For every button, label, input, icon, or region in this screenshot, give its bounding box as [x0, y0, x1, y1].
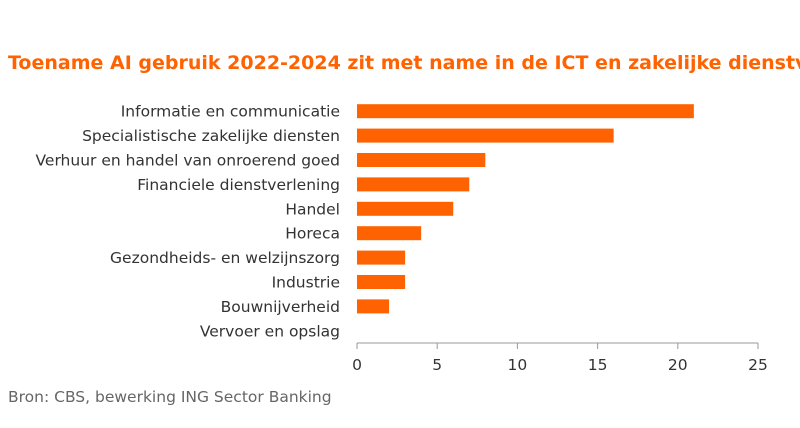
- x-tick-label: 20: [668, 356, 688, 374]
- bars: [357, 104, 694, 314]
- category-label: Gezondheids- en welzijnszorg: [110, 249, 340, 267]
- category-labels: Informatie en communicatie Specialistisch…: [36, 103, 340, 341]
- bar: [357, 250, 406, 265]
- chart-title: Toename AI gebruik 2022-2024 zit met nam…: [8, 52, 800, 74]
- category-label: Industrie: [272, 274, 340, 292]
- category-label: Verhuur en handel van onroerend goed: [36, 152, 340, 170]
- bar: [357, 128, 614, 143]
- bar: [357, 299, 390, 314]
- bar: [357, 201, 454, 216]
- bar: [357, 275, 406, 289]
- x-axis-ticks: 0 5 10 15 20 25: [352, 343, 768, 374]
- bar: [357, 177, 470, 192]
- category-label: Horeca: [285, 225, 340, 243]
- x-tick-label: 25: [748, 356, 768, 374]
- x-tick-label: 15: [588, 356, 608, 374]
- category-label: Financiele dienstverlening: [137, 176, 340, 194]
- x-tick-label: 5: [432, 356, 442, 374]
- source-note: Bron: CBS, bewerking ING Sector Banking: [8, 388, 332, 406]
- bar: [357, 104, 694, 119]
- x-tick-label: 0: [352, 356, 362, 374]
- x-tick-label: 10: [508, 356, 528, 374]
- category-label: Informatie en communicatie: [121, 103, 340, 121]
- bar: [357, 226, 422, 241]
- category-label: Vervoer en opslag: [200, 322, 340, 340]
- category-label: Bouwnijverheid: [221, 298, 340, 316]
- bar: [357, 153, 486, 167]
- category-label: Handel: [285, 200, 340, 218]
- category-label: Specialistische zakelijke diensten: [82, 127, 340, 145]
